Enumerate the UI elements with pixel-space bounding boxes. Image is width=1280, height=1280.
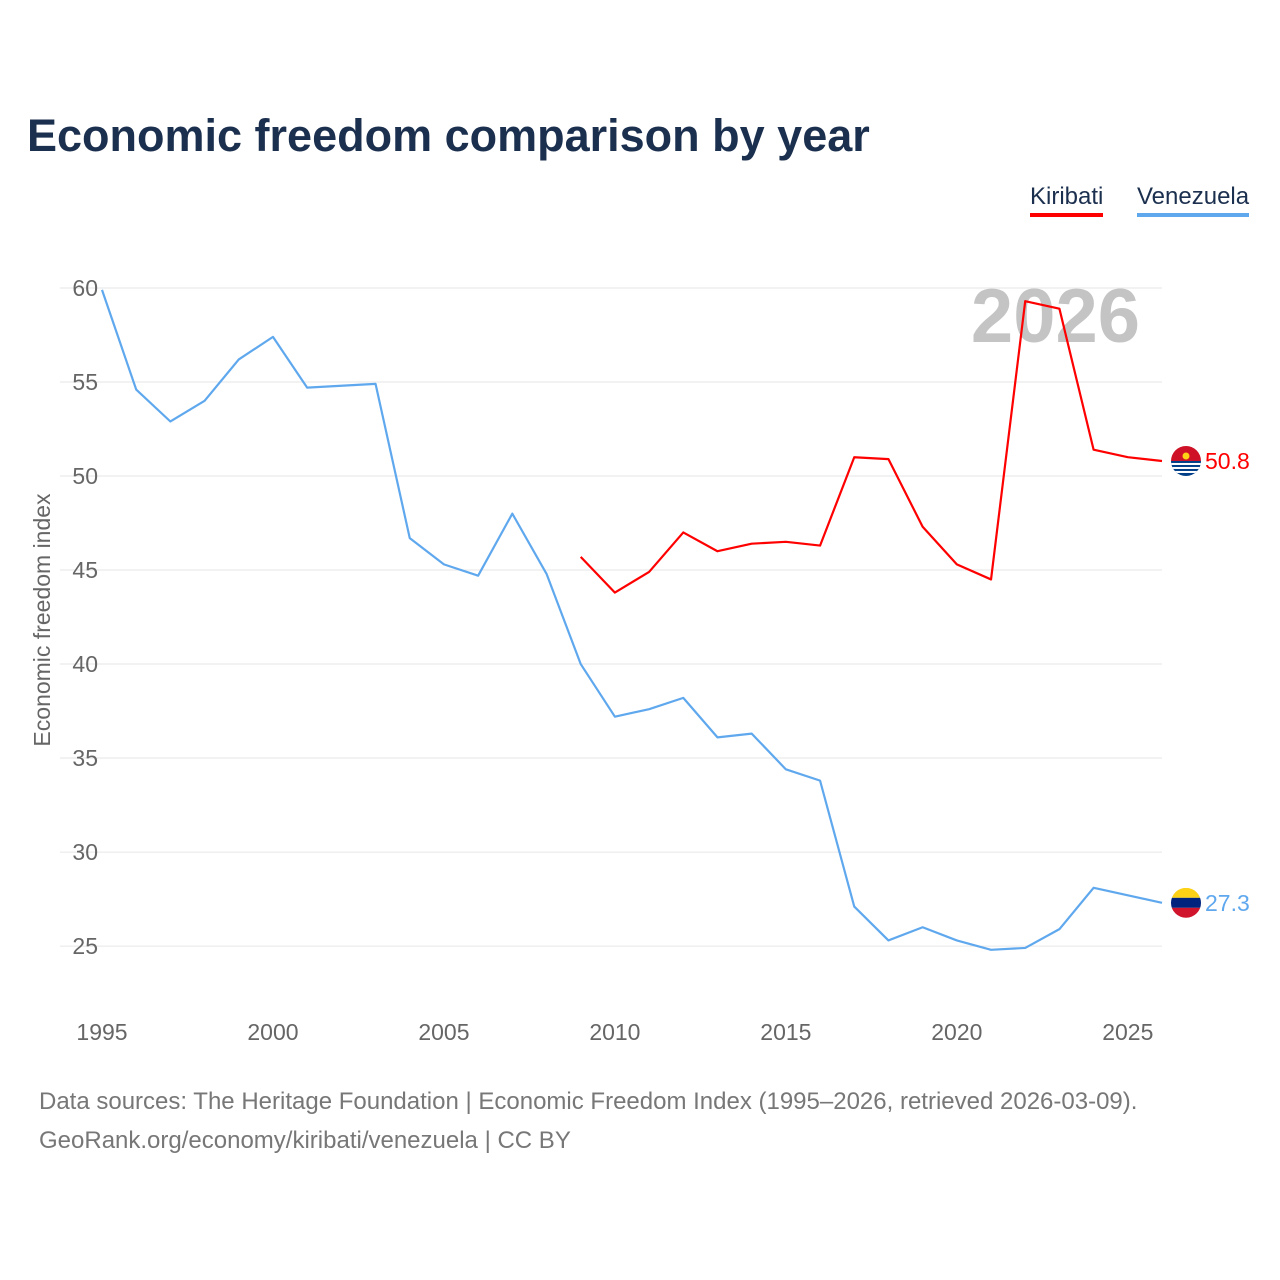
footer-sources: Data sources: The Heritage Foundation | … (39, 1088, 1138, 1115)
kiribati-flag-icon (1171, 445, 1201, 476)
data-point[interactable] (783, 539, 789, 545)
data-point[interactable] (885, 456, 891, 462)
y-tick-label: 30 (72, 839, 98, 865)
data-point[interactable] (509, 511, 515, 517)
data-point[interactable] (680, 529, 686, 535)
data-point[interactable] (1125, 454, 1131, 460)
y-tick-label: 50 (72, 463, 98, 489)
end-value-label: 27.3 (1205, 890, 1250, 916)
series-line-venezuela[interactable] (100, 289, 1163, 951)
data-point[interactable] (920, 924, 926, 930)
data-point[interactable] (920, 524, 926, 530)
x-tick-label: 2020 (931, 1019, 982, 1045)
data-point[interactable] (749, 731, 755, 737)
x-tick-label: 2025 (1102, 1019, 1153, 1045)
data-point[interactable] (441, 561, 447, 567)
data-point[interactable] (885, 937, 891, 943)
x-tick-label: 1995 (76, 1019, 127, 1045)
data-point[interactable] (646, 706, 652, 712)
x-tick-label: 2005 (418, 1019, 469, 1045)
data-point[interactable] (407, 535, 413, 541)
chart-title: Economic freedom comparison by year (27, 110, 870, 161)
data-point[interactable] (1022, 298, 1028, 304)
data-point[interactable] (612, 714, 618, 720)
y-tick-label: 55 (72, 369, 98, 395)
data-point[interactable] (783, 766, 789, 772)
data-point[interactable] (544, 571, 550, 577)
data-point[interactable] (1056, 306, 1062, 312)
data-point[interactable] (851, 454, 857, 460)
data-point[interactable] (1091, 885, 1097, 891)
data-point[interactable] (133, 387, 139, 393)
data-point[interactable] (270, 334, 276, 340)
data-point[interactable] (1159, 900, 1165, 906)
data-point[interactable] (475, 573, 481, 579)
y-tick-label: 35 (72, 745, 98, 771)
data-point[interactable] (373, 381, 379, 387)
y-tick-label: 45 (72, 557, 98, 583)
venezuela-flag-icon (1171, 887, 1201, 918)
data-point[interactable] (304, 385, 310, 391)
x-tick-label: 2015 (760, 1019, 811, 1045)
data-point[interactable] (578, 661, 584, 667)
y-tick-label: 40 (72, 651, 98, 677)
data-point[interactable] (202, 398, 208, 404)
data-point[interactable] (578, 554, 584, 560)
data-point[interactable] (167, 418, 173, 424)
x-tick-label: 2010 (589, 1019, 640, 1045)
y-tick-label: 60 (72, 275, 98, 301)
data-point[interactable] (749, 541, 755, 547)
data-point[interactable] (1125, 892, 1131, 898)
data-point[interactable] (236, 356, 242, 362)
data-point[interactable] (1091, 447, 1097, 453)
legend-kiribati[interactable]: Kiribati (1030, 183, 1104, 217)
data-point[interactable] (817, 778, 823, 784)
data-point[interactable] (338, 383, 344, 389)
data-point[interactable] (1056, 926, 1062, 932)
y-tick-label: 25 (72, 933, 98, 959)
data-point[interactable] (851, 904, 857, 910)
data-point[interactable] (817, 543, 823, 549)
data-point[interactable] (954, 561, 960, 567)
data-point[interactable] (680, 695, 686, 701)
data-point[interactable] (1159, 458, 1165, 464)
y-axis-label: Economic freedom index (29, 493, 55, 747)
data-point[interactable] (988, 576, 994, 582)
data-point[interactable] (988, 947, 994, 953)
data-point[interactable] (1022, 945, 1028, 951)
footer-credit: GeoRank.org/economy/kiribati/venezuela |… (39, 1127, 571, 1154)
series-line-kiribati[interactable] (579, 300, 1163, 594)
end-value-label: 50.8 (1205, 448, 1250, 474)
data-point[interactable] (954, 937, 960, 943)
x-tick-label: 2000 (247, 1019, 298, 1045)
data-point[interactable] (646, 569, 652, 575)
year-watermark: 2026 (971, 274, 1140, 359)
data-point[interactable] (612, 590, 618, 596)
data-point[interactable] (714, 548, 720, 554)
data-point[interactable] (99, 287, 105, 293)
data-point[interactable] (714, 734, 720, 740)
legend-venezuela[interactable]: Venezuela (1137, 183, 1250, 217)
